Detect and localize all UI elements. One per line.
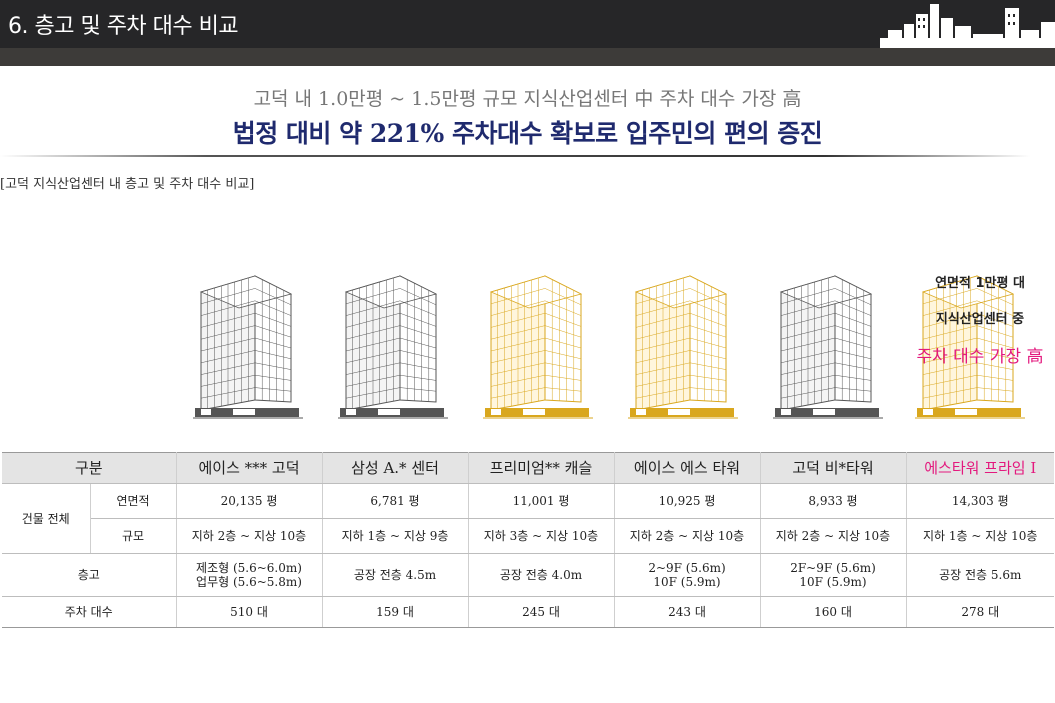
- table-cell: 6,781 평: [322, 483, 469, 519]
- note-line-1: 연면적 1만평 대: [935, 276, 1025, 291]
- cell-line: 업무형 (5.6~5.8m): [196, 575, 302, 589]
- table-cell: 245 대: [468, 596, 615, 628]
- table-row-height: 층고 제조형 (5.6~6.0m) 업무형 (5.6~5.8m) 공장 전층 4…: [2, 553, 1054, 597]
- table-cell: 14,303 평: [906, 483, 1054, 519]
- header-col-1: 에이스 *** 고덕: [176, 452, 323, 484]
- cell-line: 공장 전층 5.6m: [939, 568, 1022, 582]
- table-cell: 160 대: [760, 596, 907, 628]
- comparison-table: 구분 에이스 *** 고덕 삼성 A.* 센터 프리미엄** 캐슬 에이스 에스…: [2, 452, 1054, 628]
- table-cell: 지하 3층 ~ 지상 10층: [468, 518, 615, 554]
- table-cell: 159 대: [322, 596, 469, 628]
- table-cell: 11,001 평: [468, 483, 615, 519]
- header-col-5: 고덕 비*타워: [760, 452, 907, 484]
- cell-line: 제조형 (5.6~6.0m): [196, 561, 302, 575]
- table-cell: 지하 2층 ~ 지상 10층: [614, 518, 761, 554]
- page-title: 6. 층고 및 주차 대수 비교: [8, 14, 239, 39]
- headline-main: 법정 대비 약 221% 주차대수 확보로 입주민의 편의 증진: [232, 119, 823, 148]
- table-cell: 2F~9F (5.6m) 10F (5.9m): [760, 553, 907, 597]
- table-row-scale: 규모 지하 2층 ~ 지상 10층 지하 1층 ~ 지상 9층 지하 3층 ~ …: [2, 518, 1054, 554]
- cell-line: 2~9F (5.6m): [648, 561, 726, 575]
- page-header: 6. 층고 및 주차 대수 비교: [0, 0, 1055, 48]
- table-cell: 지하 1층 ~ 지상 10층: [906, 518, 1054, 554]
- table-cell: 2~9F (5.6m) 10F (5.9m): [614, 553, 761, 597]
- table-cell: 공장 전층 5.6m: [906, 553, 1054, 597]
- table-cell: 제조형 (5.6~6.0m) 업무형 (5.6~5.8m): [176, 553, 323, 597]
- headline-divider: [0, 155, 1030, 157]
- row-label: 주차 대수: [2, 596, 177, 628]
- table-header-row: 구분 에이스 *** 고덕 삼성 A.* 센터 프리미엄** 캐슬 에이스 에스…: [2, 452, 1054, 484]
- note-line-2: 지식산업센터 중: [935, 312, 1025, 327]
- row-label: 연면적: [90, 483, 177, 519]
- table-cell: 510 대: [176, 596, 323, 628]
- header-category: 구분: [2, 452, 177, 484]
- table-row-area: 건물 전체 연면적 20,135 평 6,781 평 11,001 평 10,9…: [2, 483, 1054, 554]
- table-cell: 지하 1층 ~ 지상 9층: [322, 518, 469, 554]
- header-col-4: 에이스 에스 타워: [614, 452, 761, 484]
- table-cell: 20,135 평: [176, 483, 323, 519]
- table-cell: 278 대: [906, 596, 1054, 628]
- cell-line: 공장 전층 4.5m: [353, 568, 437, 582]
- building-icon: [773, 275, 883, 419]
- building-icon: [483, 275, 593, 419]
- header-col-3: 프리미엄** 캐슬: [468, 452, 615, 484]
- row-label: 규모: [90, 518, 177, 554]
- table-cell: 8,933 평: [760, 483, 907, 519]
- table-cell: 243 대: [614, 596, 761, 628]
- building-icon: [193, 275, 303, 419]
- table-row-parking: 주차 대수 510 대 159 대 245 대 243 대 160 대 278 …: [2, 596, 1054, 628]
- header-band: [0, 48, 1055, 66]
- cell-line: 10F (5.9m): [799, 575, 867, 589]
- table-cell: 지하 2층 ~ 지상 10층: [176, 518, 323, 554]
- row-label: 층고: [2, 553, 177, 597]
- group-label: 건물 전체: [2, 483, 91, 554]
- building-icon: [338, 275, 448, 419]
- header-col-6-highlight: 에스타워 프라임 Ⅰ: [906, 452, 1054, 484]
- note-highlight: 주차 대수 가장 高: [916, 347, 1044, 367]
- city-skyline-icon: [880, 4, 1055, 48]
- table-cell: 10,925 평: [614, 483, 761, 519]
- headline-subtitle: 고덕 내 1.0만평 ~ 1.5만평 규모 지식산업센터 中 주차 대수 가장 …: [253, 88, 802, 110]
- building-icon: [628, 275, 738, 419]
- cell-line: 2F~9F (5.6m): [790, 561, 876, 575]
- table-cell: 지하 2층 ~ 지상 10층: [760, 518, 907, 554]
- building-icon: [915, 275, 1025, 419]
- cell-line: 10F (5.9m): [653, 575, 721, 589]
- table-cell: 공장 전층 4.0m: [468, 553, 615, 597]
- table-cell: 공장 전층 4.5m: [322, 553, 469, 597]
- cell-line: 공장 전층 4.0m: [499, 568, 583, 582]
- section-caption: [고덕 지식산업센터 내 층고 및 주차 대수 비교]: [0, 177, 255, 192]
- header-col-2: 삼성 A.* 센터: [322, 452, 469, 484]
